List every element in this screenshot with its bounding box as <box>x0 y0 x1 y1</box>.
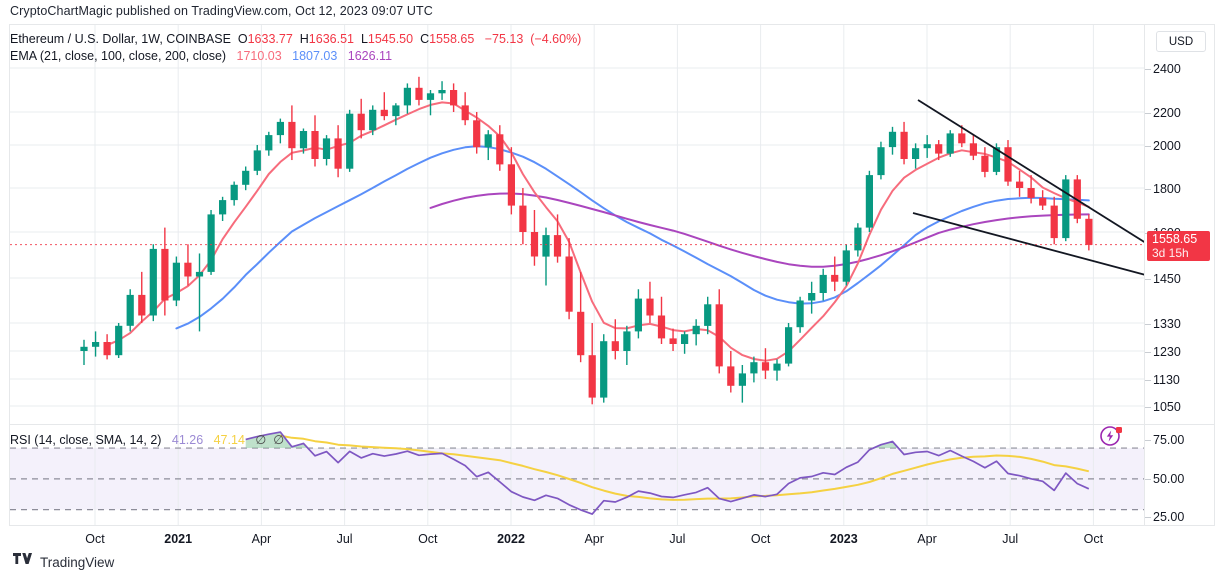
time-axis-label: Jul <box>669 532 686 546</box>
legend-close-label: C <box>420 32 430 46</box>
legend-low-label: L <box>360 32 368 46</box>
time-axis-label: Oct <box>1083 532 1104 546</box>
price-tick-mark <box>1145 189 1151 190</box>
rsi-legend: RSI (14, close, SMA, 14, 2) 41.26 47.14 … <box>10 432 284 447</box>
price-axis-label: 2200 <box>1153 106 1181 120</box>
rsi-pane[interactable] <box>10 425 1144 525</box>
legend-symbol[interactable]: Ethereum / U.S. Dollar, 1W, COINBASE <box>10 32 231 46</box>
rsi-axis-label: 50.00 <box>1153 471 1185 486</box>
price-chart-svg <box>10 25 1144 424</box>
time-axis[interactable]: Oct 2021 Apr Jul Oct 2022 Apr Jul Oct 2023 Apr Jul O… <box>10 525 1214 552</box>
price-tick-mark <box>1145 113 1151 114</box>
price-tick-mark <box>1145 324 1151 325</box>
price-axis[interactable]: USD 240022002000180016001450133012301130… <box>1145 25 1214 424</box>
legend-high-label: H <box>299 32 309 46</box>
time-axis-label: Oct <box>85 532 105 546</box>
legend-ema-title[interactable]: EMA (21, close, 100, close, 200, close) <box>10 49 227 63</box>
time-axis-label: Jul <box>336 532 353 546</box>
time-axis-label: Apr <box>251 532 272 546</box>
rsi-sma-value: 47.14 <box>213 433 245 447</box>
price-tick-mark <box>1145 279 1151 280</box>
rsi-tick-mark <box>1145 517 1151 519</box>
tradingview-logo-icon <box>13 553 33 571</box>
rsi-empty-1: ∅ <box>255 433 267 447</box>
time-axis-label: Jul <box>1002 532 1019 546</box>
rsi-tick-mark <box>1145 478 1151 480</box>
price-axis-label: 1450 <box>1153 272 1181 286</box>
legend-change-abs: −75.13 <box>484 32 524 46</box>
rsi-empty-2: ∅ <box>273 433 285 447</box>
price-axis-label: 1800 <box>1153 182 1181 196</box>
price-tick-mark <box>1145 146 1151 147</box>
current-price-value: 1558.65 <box>1152 231 1198 246</box>
price-axis-label: 1050 <box>1153 400 1181 414</box>
rsi-legend-title[interactable]: RSI (14, close, SMA, 14, 2) <box>10 433 162 447</box>
legend-change-pct: (−4.60%) <box>530 32 582 46</box>
legend-ema21-value: 1710.03 <box>236 49 282 63</box>
legend-open-value: 1633.77 <box>247 32 293 46</box>
price-tick-mark <box>1145 407 1151 408</box>
time-axis-label: Oct <box>418 532 438 546</box>
time-axis-label: Apr <box>917 532 937 546</box>
price-axis-label: 2400 <box>1153 62 1181 76</box>
price-tick-mark <box>1145 352 1151 353</box>
price-axis-label: 2000 <box>1153 139 1181 153</box>
time-axis-label: Apr <box>584 532 604 546</box>
rsi-axis[interactable]: 75.00 50.00 25.00 <box>1145 425 1214 525</box>
tradingview-brand-label: TradingView <box>40 554 115 570</box>
attribution-text: CryptoChartMagic published on TradingVie… <box>10 4 433 18</box>
price-axis-label: 1330 <box>1153 317 1181 331</box>
lightning-icon[interactable] <box>1098 422 1124 448</box>
time-axis-label: 2021 <box>164 532 193 546</box>
rsi-chart-svg <box>10 425 1144 525</box>
chart-frame: USD 240022002000180016001450133012301130… <box>9 24 1215 546</box>
price-axis-label: 1230 <box>1153 345 1181 359</box>
legend-low-value: 1545.50 <box>367 32 414 46</box>
legend-ema-row: EMA (21, close, 100, close, 200, close) … <box>10 48 581 65</box>
rsi-value: 41.26 <box>171 433 204 447</box>
pane-separator <box>10 424 1214 425</box>
time-axis-label: 2023 <box>829 532 858 546</box>
current-price-label: 1558.65 3d 15h <box>1147 230 1210 261</box>
time-axis-label: 2022 <box>497 532 525 546</box>
legend-open-label: O <box>237 32 248 46</box>
currency-badge[interactable]: USD <box>1156 31 1206 52</box>
axis-divider <box>1144 25 1145 525</box>
price-pane[interactable] <box>10 25 1144 424</box>
price-tick-mark <box>1145 69 1151 70</box>
rsi-axis-label: 25.00 <box>1153 510 1185 525</box>
price-tick-mark <box>1145 380 1151 381</box>
rsi-tick-mark <box>1145 440 1151 442</box>
legend-close-value: 1558.65 <box>429 32 475 46</box>
legend-ohlc-row: Ethereum / U.S. Dollar, 1W, COINBASE O16… <box>10 31 581 48</box>
time-axis-label: Oct <box>750 532 771 546</box>
price-axis-label: 1130 <box>1153 373 1180 387</box>
footer-branding[interactable]: TradingView <box>13 553 114 571</box>
legend-ema100-value: 1807.03 <box>292 49 338 63</box>
legend-ema200-value: 1626.11 <box>347 49 393 63</box>
bar-countdown: 3d 15h <box>1152 245 1189 260</box>
price-legend: Ethereum / U.S. Dollar, 1W, COINBASE O16… <box>10 31 581 65</box>
rsi-axis-label: 75.00 <box>1153 433 1185 448</box>
legend-high-value: 1636.51 <box>308 32 354 46</box>
